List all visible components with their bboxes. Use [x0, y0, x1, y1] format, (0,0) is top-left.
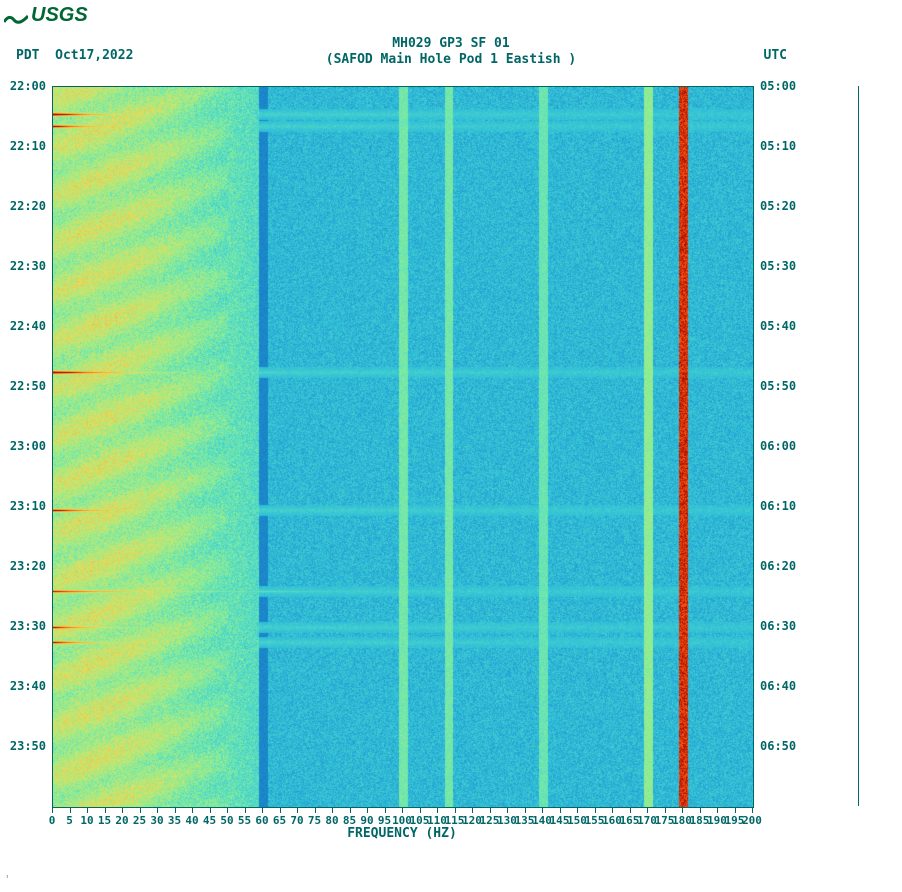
- x-axis: 0510152025303540455055606570758085909510…: [52, 808, 752, 828]
- logo-text: USGS: [31, 4, 88, 27]
- ytick-right: 05:00: [760, 79, 796, 93]
- ytick-left: 23:30: [10, 619, 46, 633]
- ytick-right: 06:30: [760, 619, 796, 633]
- ytick-right: 05:50: [760, 379, 796, 393]
- spectrogram-canvas: [52, 86, 754, 808]
- ytick-right: 05:10: [760, 139, 796, 153]
- ytick-left: 23:50: [10, 739, 46, 753]
- ytick-left: 22:20: [10, 199, 46, 213]
- usgs-logo: USGS: [4, 4, 88, 27]
- tz-right: UTC: [764, 48, 787, 63]
- ytick-left: 23:10: [10, 499, 46, 513]
- ytick-right: 05:30: [760, 259, 796, 273]
- spectrogram-chart: [52, 86, 752, 806]
- y-axis-right: 05:0005:1005:2005:3005:4005:5006:0006:10…: [754, 86, 824, 806]
- ytick-right: 06:00: [760, 439, 796, 453]
- ytick-right: 05:20: [760, 199, 796, 213]
- ytick-right: 06:50: [760, 739, 796, 753]
- ytick-right: 06:40: [760, 679, 796, 693]
- x-axis-label: FREQUENCY (HZ): [52, 826, 752, 841]
- aux-right-axis: [858, 86, 859, 806]
- ytick-left: 22:00: [10, 79, 46, 93]
- ytick-right: 06:10: [760, 499, 796, 513]
- logo-wave-icon: [4, 9, 28, 23]
- ytick-left: 23:40: [10, 679, 46, 693]
- ytick-right: 06:20: [760, 559, 796, 573]
- ytick-left: 23:20: [10, 559, 46, 573]
- ytick-left: 23:00: [10, 439, 46, 453]
- ytick-left: 22:40: [10, 319, 46, 333]
- footer-mark: ': [4, 873, 11, 886]
- ytick-right: 05:40: [760, 319, 796, 333]
- y-axis-left: 22:0022:1022:2022:3022:4022:5023:0023:10…: [0, 86, 50, 806]
- ytick-left: 22:30: [10, 259, 46, 273]
- ytick-left: 22:10: [10, 139, 46, 153]
- chart-header: PDT Oct17,2022 MH029 GP3 SF 01 (SAFOD Ma…: [0, 36, 902, 68]
- ytick-left: 22:50: [10, 379, 46, 393]
